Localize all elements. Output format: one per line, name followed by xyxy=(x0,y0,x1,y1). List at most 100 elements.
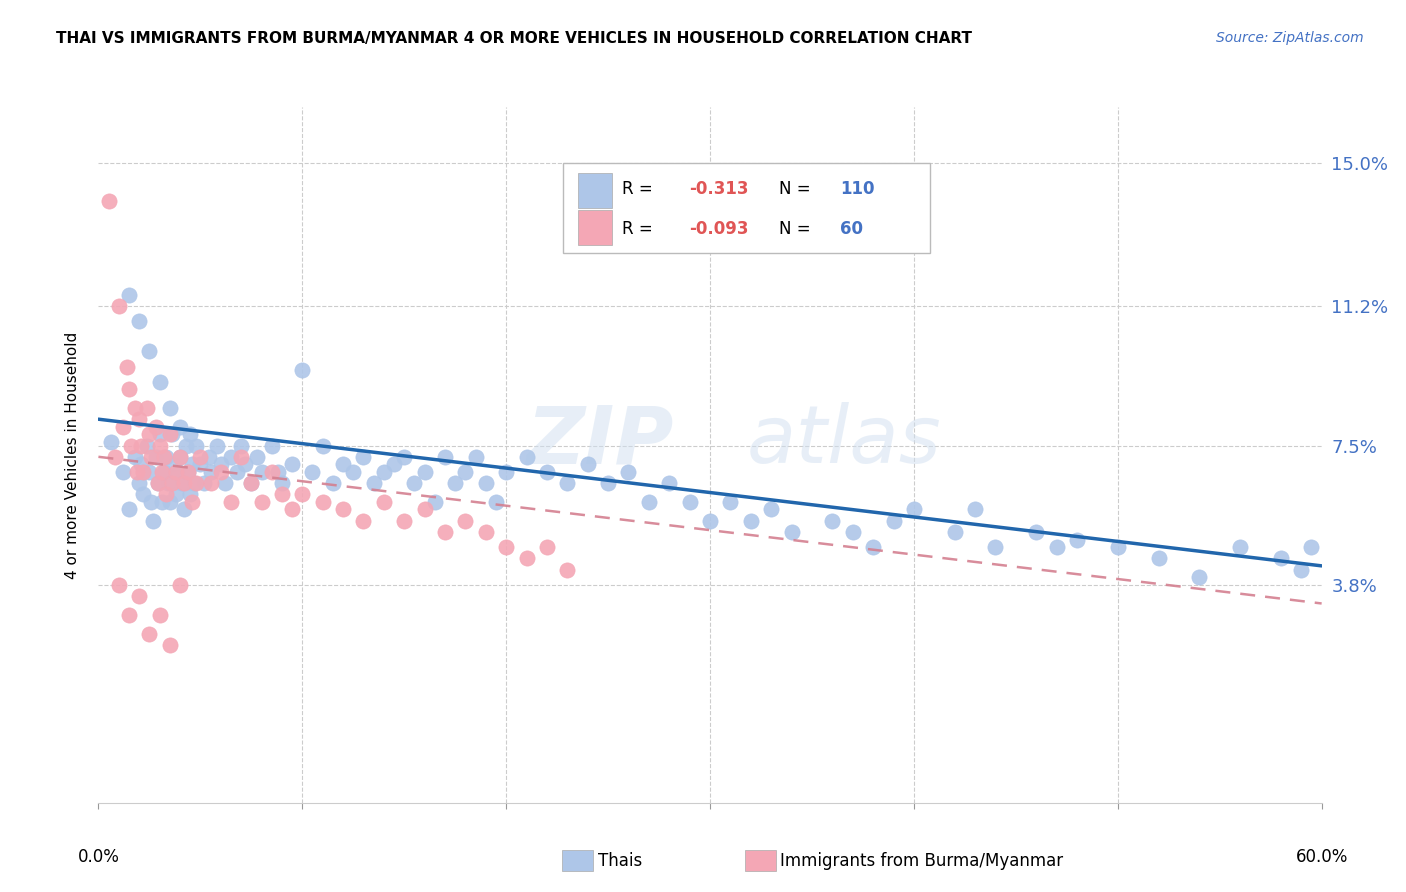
Point xyxy=(179,427,201,442)
Text: Thais: Thais xyxy=(598,852,641,870)
Point xyxy=(159,427,181,442)
Point xyxy=(120,438,142,452)
Point xyxy=(883,514,905,528)
Point xyxy=(138,626,160,640)
Point xyxy=(155,487,177,501)
Point xyxy=(108,299,131,313)
Point xyxy=(128,589,150,603)
Point xyxy=(260,438,283,452)
Point xyxy=(124,401,146,415)
Point xyxy=(312,495,335,509)
Point xyxy=(516,551,538,566)
Point xyxy=(821,514,844,528)
Point xyxy=(138,465,160,479)
Point xyxy=(557,563,579,577)
Point xyxy=(219,450,242,464)
Text: N =: N = xyxy=(779,219,815,238)
Point xyxy=(404,476,426,491)
Point xyxy=(291,363,314,377)
Point xyxy=(181,495,204,509)
Point xyxy=(495,465,517,479)
Point xyxy=(1066,533,1088,547)
Point xyxy=(1107,540,1129,554)
Point xyxy=(352,450,374,464)
Point xyxy=(188,450,212,464)
Point xyxy=(200,465,222,479)
Point xyxy=(174,438,197,452)
Point xyxy=(231,450,253,464)
Point xyxy=(903,502,925,516)
Point xyxy=(167,465,190,479)
Point xyxy=(209,458,232,472)
Point xyxy=(188,458,212,472)
Point xyxy=(118,607,141,622)
Point xyxy=(129,458,152,472)
Point xyxy=(152,450,174,464)
Point xyxy=(342,465,364,479)
Point xyxy=(170,476,193,491)
Point xyxy=(177,465,200,479)
Point xyxy=(679,495,702,509)
Point xyxy=(97,194,120,208)
Point xyxy=(177,465,200,479)
Text: N =: N = xyxy=(779,180,815,198)
Point xyxy=(495,540,517,554)
Point xyxy=(128,412,150,426)
Point xyxy=(373,465,395,479)
Point xyxy=(1147,551,1170,566)
Point xyxy=(485,495,508,509)
Point xyxy=(179,487,201,501)
Point xyxy=(862,540,884,554)
Point xyxy=(159,401,181,415)
Point xyxy=(108,577,131,591)
Point xyxy=(149,438,172,452)
Point xyxy=(104,450,127,464)
Point xyxy=(186,476,208,491)
Point xyxy=(145,419,167,434)
Point xyxy=(124,450,146,464)
Point xyxy=(536,465,558,479)
Point xyxy=(984,540,1007,554)
Point xyxy=(1291,563,1313,577)
Point xyxy=(516,450,538,464)
Point xyxy=(740,514,762,528)
Point xyxy=(373,495,395,509)
Point xyxy=(205,438,228,452)
Text: 0.0%: 0.0% xyxy=(77,848,120,866)
Point xyxy=(128,314,150,328)
Point xyxy=(149,375,172,389)
Point xyxy=(136,401,159,415)
Point xyxy=(474,524,498,539)
Point xyxy=(173,502,195,516)
Point xyxy=(291,487,314,501)
Point xyxy=(1045,540,1069,554)
Point xyxy=(1188,570,1211,584)
Point xyxy=(118,382,141,396)
Point xyxy=(363,476,385,491)
Point xyxy=(156,476,179,491)
Point xyxy=(434,524,457,539)
Point xyxy=(214,476,236,491)
Point xyxy=(111,419,134,434)
Point xyxy=(160,476,183,491)
Point xyxy=(209,465,232,479)
Point xyxy=(413,465,436,479)
Point xyxy=(186,438,208,452)
Point xyxy=(193,476,215,491)
Point xyxy=(169,450,191,464)
Point xyxy=(149,427,172,442)
Point xyxy=(169,450,191,464)
Point xyxy=(118,288,141,302)
Point xyxy=(1270,551,1292,566)
Point xyxy=(169,577,191,591)
Point xyxy=(301,465,323,479)
Point xyxy=(138,344,160,359)
Point xyxy=(246,450,269,464)
Point xyxy=(557,476,579,491)
Y-axis label: 4 or more Vehicles in Household: 4 or more Vehicles in Household xyxy=(65,331,80,579)
Point xyxy=(165,465,187,479)
Point xyxy=(536,540,558,554)
Point xyxy=(352,514,374,528)
Point xyxy=(152,465,174,479)
Point xyxy=(146,476,169,491)
